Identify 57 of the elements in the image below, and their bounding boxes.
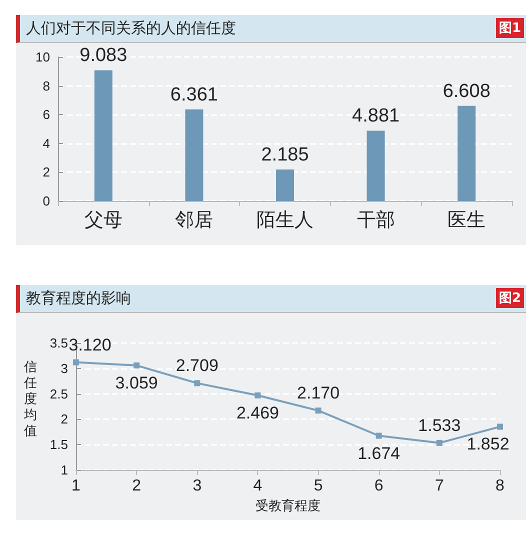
data-label: 4.881 [352, 106, 400, 127]
data-label: 1.533 [418, 416, 461, 435]
data-label: 9.083 [80, 45, 128, 66]
x-tick-label: 3 [192, 478, 202, 494]
y-axis-title: 信任度均值 [24, 360, 38, 440]
caption: 图1 [496, 18, 524, 38]
data-label: 2.469 [236, 403, 279, 422]
x-tick-label: 5 [314, 478, 323, 494]
y-tick-label: 1.5 [50, 437, 68, 452]
y-tick-label: 8 [42, 78, 50, 94]
caption: 图2 [496, 288, 524, 308]
data-label: 6.608 [442, 80, 490, 102]
y-tick-label: 10 [36, 50, 50, 64]
x-tick-label: 8 [496, 478, 505, 494]
y-tick-label: 4 [42, 136, 50, 151]
point [376, 432, 382, 439]
bar [94, 70, 112, 201]
data-label: 1.852 [466, 434, 510, 454]
y-tick-label: 3.5 [50, 336, 68, 350]
y-tick-label: 0 [42, 194, 50, 208]
data-label: 6.361 [170, 84, 218, 106]
x-tick-label: 6 [374, 478, 384, 494]
x-tick-label: 医生 [448, 210, 486, 231]
x-axis-title: 受教育程度 [256, 498, 320, 513]
point [315, 408, 322, 414]
bar [366, 130, 385, 201]
bar [276, 170, 294, 201]
x-tick-label: 父母 [84, 210, 122, 231]
x-tick-label: 1 [72, 478, 81, 494]
data-label: 2.709 [176, 356, 218, 376]
point [134, 362, 140, 368]
point [497, 424, 503, 430]
point [73, 359, 79, 366]
x-tick-label: 邻居 [175, 210, 214, 231]
y-tick-label: 6 [42, 107, 50, 122]
point [254, 392, 261, 398]
data-label: 2.185 [261, 144, 309, 166]
x-tick-label: 4 [253, 478, 262, 494]
y-tick-label: 2.5 [50, 386, 68, 402]
data-label: 3.059 [115, 373, 158, 392]
x-tick-label: 7 [434, 478, 444, 494]
data-label: 3.120 [68, 335, 112, 354]
chart-title: 教育程度的影响 [26, 289, 131, 308]
y-tick-label: 1 [60, 462, 68, 478]
x-tick-label: 干部 [356, 209, 395, 231]
data-label: 2.170 [297, 384, 340, 403]
chart-title: 人们对于不同关系的人的信任度 [26, 19, 236, 38]
bar [185, 109, 204, 201]
bar [458, 106, 476, 201]
data-label: 1.674 [358, 444, 400, 463]
point [436, 440, 442, 446]
y-tick-label: 2 [42, 164, 50, 180]
x-tick-label: 2 [132, 478, 142, 494]
x-tick-label: 陌生人 [256, 210, 314, 231]
point [194, 380, 200, 386]
y-tick-label: 3 [60, 360, 68, 376]
y-tick-label: 2 [60, 412, 68, 427]
